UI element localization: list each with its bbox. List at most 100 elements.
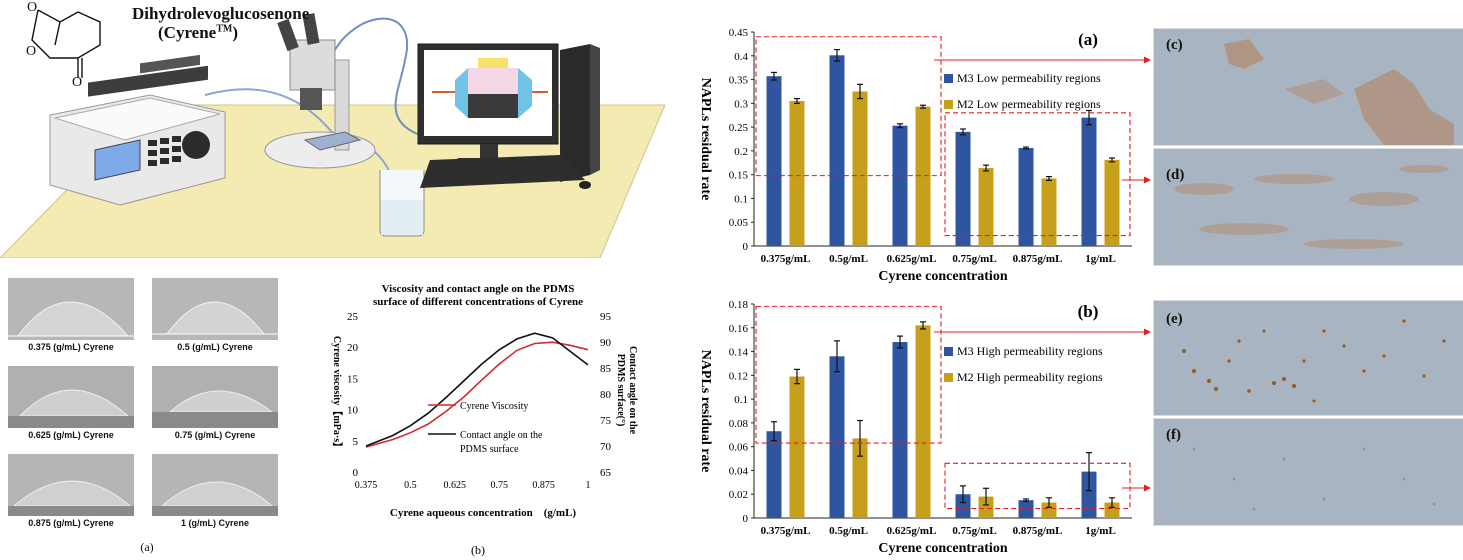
y-tick-label: 0.16 [729,323,749,335]
y-tick-label: 0.14 [729,347,749,359]
highlight-box-1 [755,36,942,177]
line-chart-panel-caption: (b) [471,543,485,557]
bar-m2 [852,91,868,246]
computer-monitor [417,43,559,165]
droplet-label-3: 0.625 (g/mL) Cyrene [28,430,114,440]
bar-m3 [892,125,908,246]
syringe-pump [49,54,226,206]
x-tick-label: 0.875g/mL [1013,253,1063,265]
y-tick-label: 0.35 [729,75,749,87]
atom-o-carbonyl: O [72,75,83,90]
x-tick-label: 1g/mL [1085,253,1116,265]
highlight-box-1 [755,305,942,444]
line-chart-title-2: surface of different concentrations of C… [373,296,583,308]
droplet-photo-3 [8,366,134,428]
bar-m3 [766,76,782,246]
bar-m2 [915,325,931,518]
legend-label-m2: M2 High permeability regions [957,370,1103,384]
panel-label: (b) [1078,302,1099,321]
y-tick-label: 0.08 [729,418,749,430]
y-axis-label: NAPLs residual rate [698,78,713,201]
legend-label-m3: M3 Low permeability regions [957,71,1101,85]
droplet-label-2: 0.5 (g/mL) Cyrene [177,342,253,352]
bar-m3 [766,431,782,518]
legend-swatch-m2 [944,373,953,382]
bar-m2 [915,106,931,246]
bar-m3 [1018,500,1034,518]
setup-drawing [0,9,666,259]
bar-m2 [978,496,994,518]
bar-m2 [789,100,805,246]
x-tick-label: 0.5g/mL [829,525,868,537]
bar-chart-b: 0 0.02 0.04 0.06 0.08 0.1 0.12 0.14 0.16 0.18 0.37… [698,299,1132,556]
micrograph-c: (c) [1153,28,1463,146]
bar-m2 [1104,159,1120,246]
keyboard [420,155,585,188]
x-tick-label: 0.375 [355,480,378,491]
x-tick-label: 0.875g/mL [1013,525,1063,537]
y-left-tick-label: 5 [353,436,359,448]
bar-m3 [1081,471,1097,518]
micrograph-label-f: (f) [1166,427,1181,443]
y-right-tick-label: 70 [600,441,612,453]
y-right-tick-label: 75 [600,415,612,427]
droplet-photo-4 [152,366,278,428]
legend-swatch-m3 [944,74,953,83]
setup-illustration: O O O Dihydrolevoglucosenone (CyreneTM) [0,0,666,259]
y-right-tick-label: 85 [600,363,612,375]
x-tick-label: 1 [586,480,591,491]
bar-m2 [1104,502,1120,518]
y-right-tick-label: 80 [600,389,612,401]
series-line-viscosity [365,341,589,448]
bar-m3 [1081,117,1097,246]
y-tick-label: 0.15 [729,170,749,182]
bar-m3 [829,55,845,247]
bar-m2 [978,168,994,246]
droplet-label-6: 1 (g/mL) Cyrene [180,518,249,528]
bar-m3 [1018,148,1034,246]
bar-m3 [892,342,908,518]
series-line-contact-angle [365,332,589,447]
chemical-name: Dihydrolevoglucosenone [132,4,310,23]
x-axis-label: Cyrene concentration [878,541,1007,556]
x-tick-label: 0.625 [444,480,467,491]
bar-m3 [955,494,971,518]
line-chart-ylabel-right-1: Contact angle on the [627,346,638,435]
micrograph-f: (f) [1153,418,1463,526]
highlight-box-2 [944,462,1131,510]
y-tick-label: 0 [743,513,749,525]
bar-m3 [955,131,971,246]
micrograph-label-c: (c) [1166,37,1183,53]
micrograph-label-e: (e) [1166,311,1183,327]
droplet-photo-6 [152,454,278,516]
connector-arrows [934,56,1151,492]
line-chart-ylabel-right-2: PDMS surface(°) [615,354,626,427]
x-tick-label: 0.625g/mL [887,525,937,537]
line-chart-ylabel-left: Cyrene viscosity【mPa·s】 [331,336,344,452]
y-tick-label: 0.02 [729,489,748,501]
atom-o-ring: O [26,44,37,59]
chemical-brand: (CyreneTM) [158,23,239,42]
droplet-photo-2 [152,278,278,340]
bar-m2 [789,376,805,518]
y-axis-label: NAPLs residual rate [698,350,713,473]
y-tick-label: 0.06 [729,442,749,454]
y-tick-label: 0.12 [729,370,748,382]
y-right-tick-label: 65 [600,467,612,479]
legend-label-m3: M3 High permeability regions [957,344,1103,358]
droplet-label-4: 0.75 (g/mL) Cyrene [174,430,256,440]
y-tick-label: 0.45 [729,27,749,39]
y-tick-label: 0.18 [729,299,749,311]
microscope [264,13,376,169]
bar-m2 [852,438,868,518]
droplet-caption: (a) [140,540,154,554]
beaker [379,170,425,237]
x-tick-label: 0.75g/mL [952,253,996,265]
y-tick-label: 0.3 [734,98,748,110]
micrograph-e: (e) [1153,300,1463,416]
y-left-tick-label: 10 [347,405,359,417]
computer-tower [560,44,600,182]
x-tick-label: 0.75g/mL [952,525,996,537]
x-tick-label: 0.5 [404,480,417,491]
legend-label-viscosity: Cyrene Viscosity [460,401,528,412]
